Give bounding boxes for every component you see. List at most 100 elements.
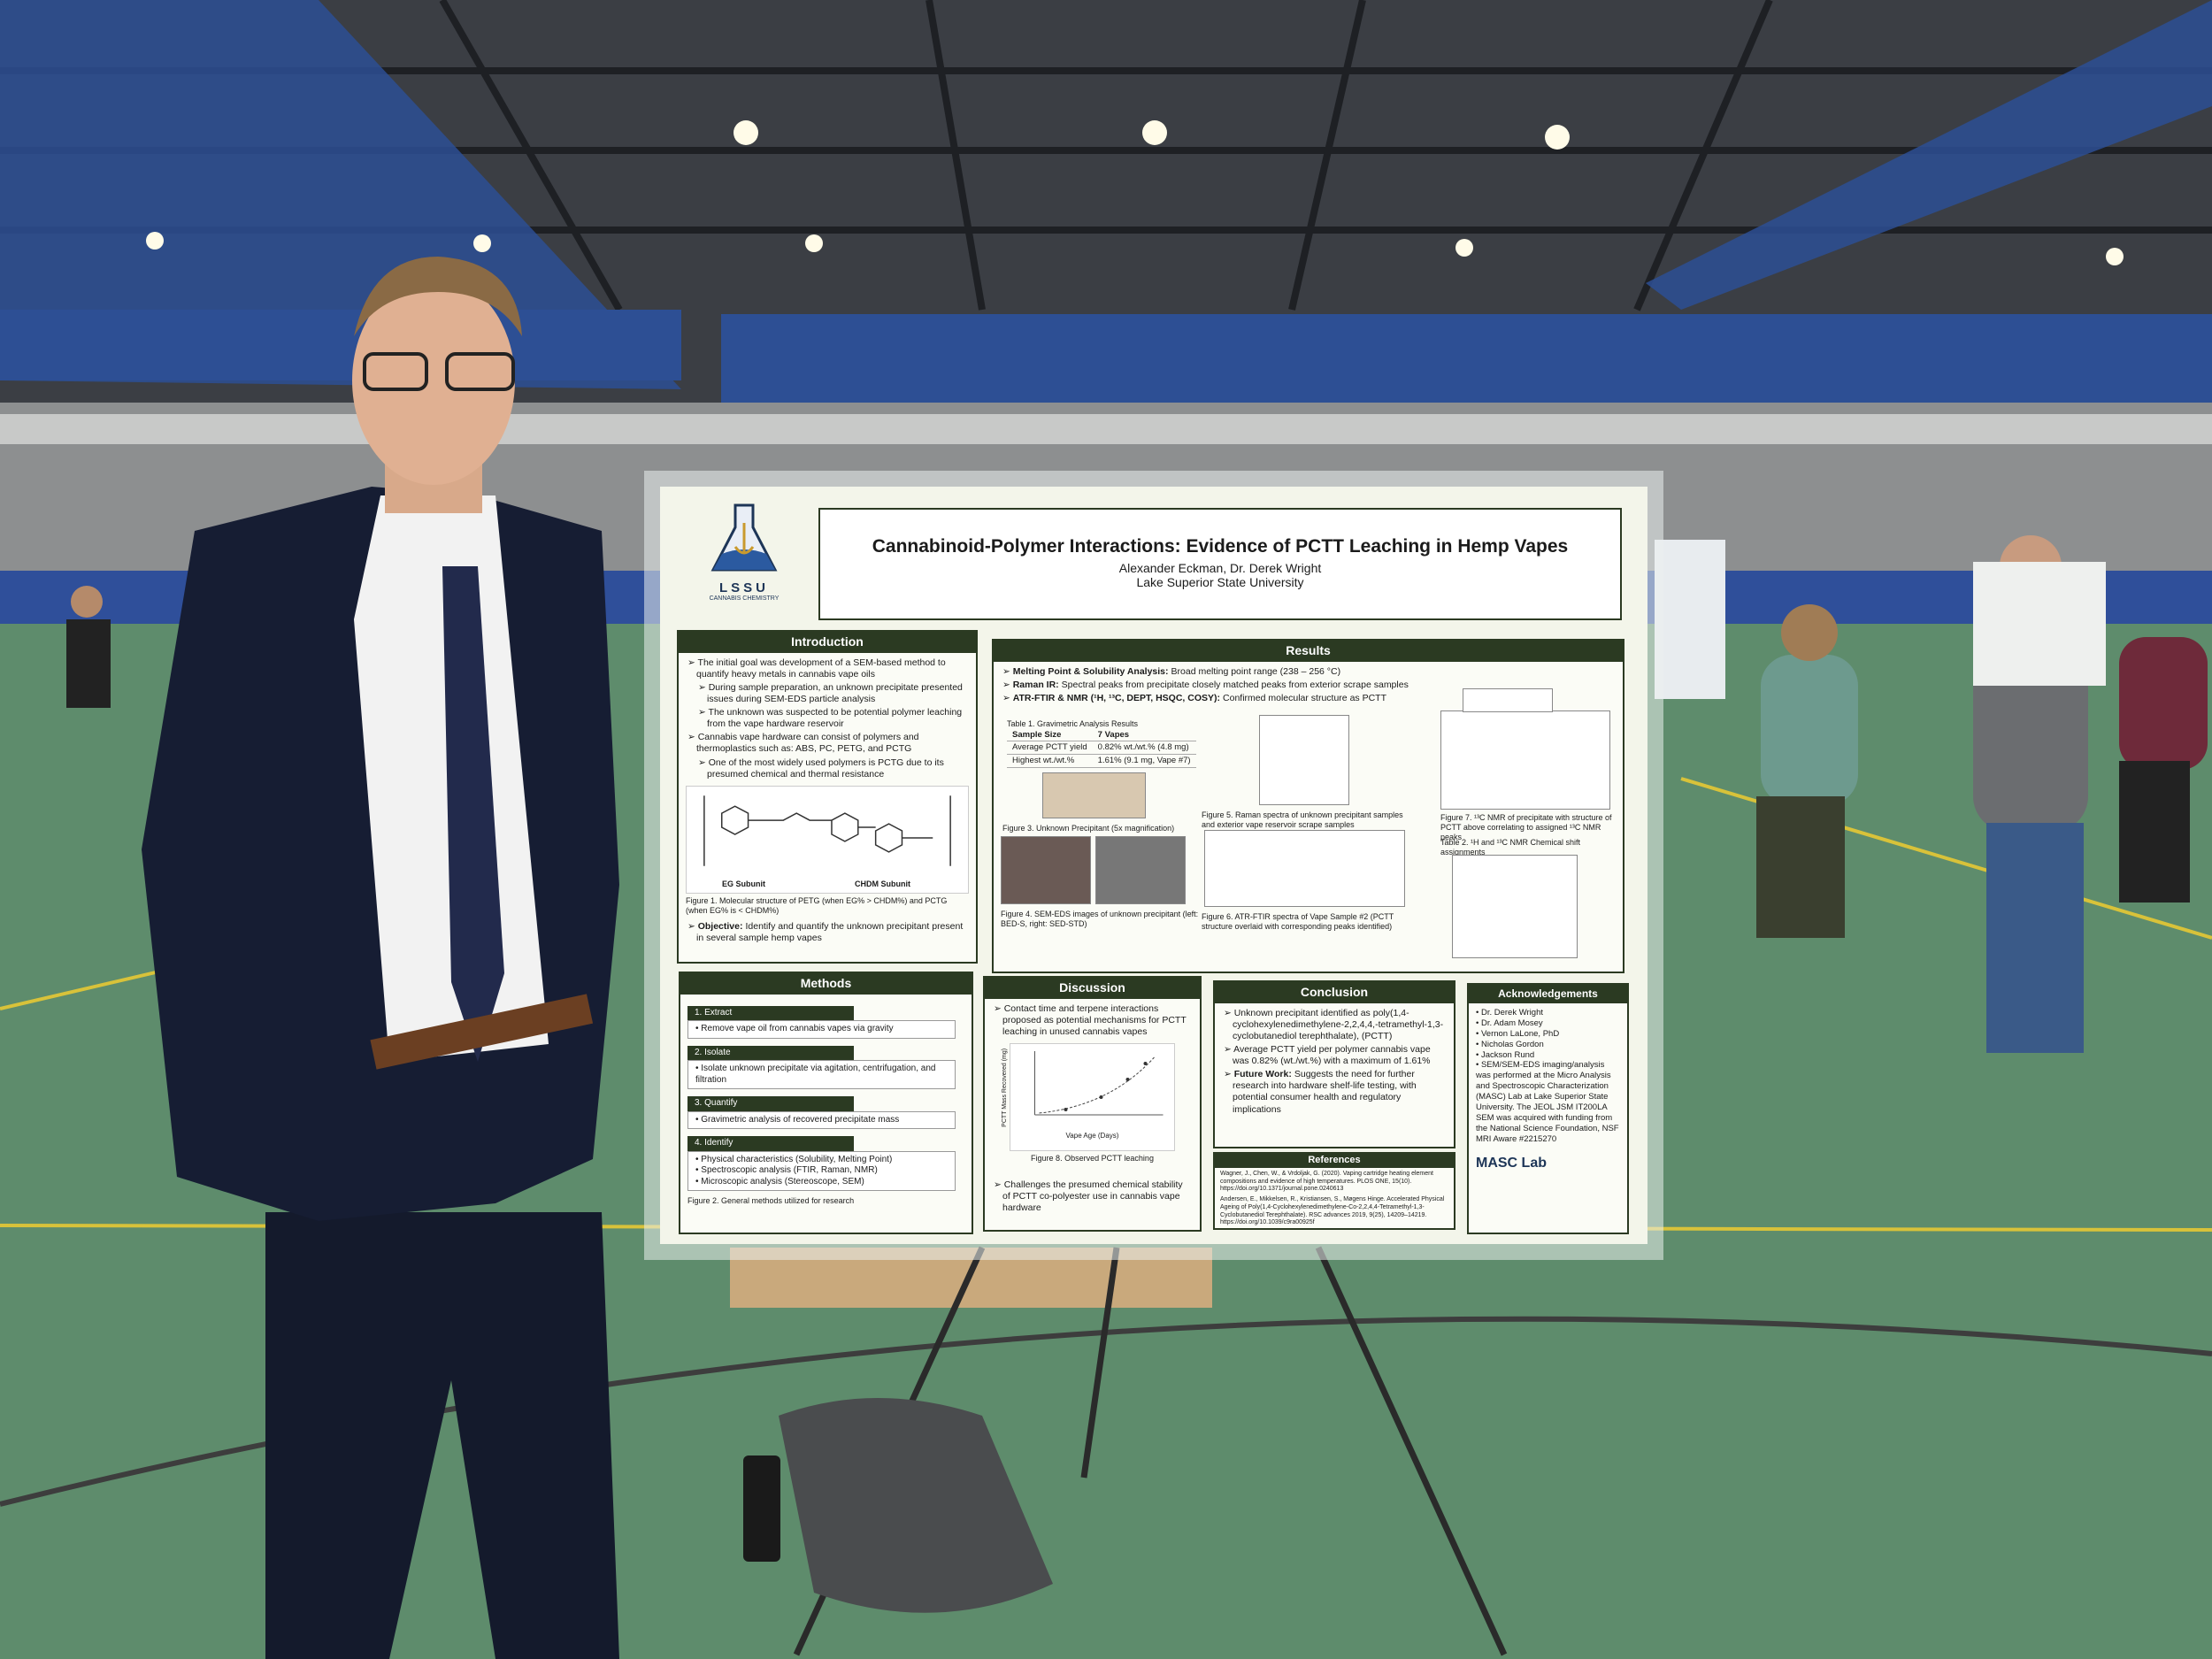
caption: Figure 2. General methods utilized for r…	[687, 1196, 855, 1205]
logo-sub: CANNABIS CHEMISTRY	[709, 595, 780, 602]
bullet-label: ATR-FTIR & NMR (¹H, ¹³C, DEPT, HSQC, COS…	[1012, 692, 1221, 703]
caption: Figure 6. ATR-FTIR spectra of Vape Sampl…	[1202, 911, 1394, 931]
bullet: Cannabis vape hardware can consist of po…	[686, 732, 969, 755]
table-cell: Average PCTT yield	[1007, 741, 1093, 756]
sub-bullet: One of the most widely used polymers is …	[686, 757, 969, 780]
acknowledgement: Nicholas Gordon	[1476, 1040, 1620, 1050]
step-item: Physical characteristics (Solubility, Me…	[695, 1155, 948, 1166]
objective: Objective:Identify and quantify the unkn…	[686, 921, 969, 944]
molecule-drawing	[703, 795, 951, 866]
bullet: Melting Point & Solubility Analysis:Broa…	[1001, 666, 1616, 678]
y-axis-label: PCTT Mass Recovered (mg)	[1002, 1048, 1009, 1127]
section-body: Unknown precipitant identified as poly(1…	[1215, 1003, 1454, 1122]
acknowledgement: Jackson Rund	[1476, 1050, 1620, 1061]
references: References Wagner, J., Chen, W., & Vrdol…	[1213, 1152, 1455, 1230]
section-heading: Introduction	[679, 632, 976, 653]
logo-letters: LSSU	[718, 580, 769, 595]
acknowledgement: Dr. Adam Mosey	[1476, 1018, 1620, 1029]
section-heading: References	[1215, 1154, 1454, 1168]
authors: Alexander Eckman, Dr. Derek Wright	[1118, 561, 1322, 575]
bullet: Future Work:Suggests the need for furthe…	[1222, 1069, 1447, 1116]
table-row: Highest wt./wt.% 1.61% (9.1 mg, Vape #7)	[1007, 754, 1196, 769]
acknowledgement: Vernon LaLone, PhD	[1476, 1029, 1620, 1040]
title-box: Cannabinoid-Polymer Interactions: Eviden…	[818, 508, 1622, 620]
table-row: Average PCTT yield 0.82% wt./wt.% (4.8 mg…	[1007, 741, 1196, 756]
figure-label: EG Subunit	[722, 879, 765, 888]
bullet-label: Melting Point & Solubility Analysis:	[1012, 665, 1169, 677]
caption: Figure 4. SEM-EDS images of unknown prec…	[1001, 909, 1199, 928]
lights	[146, 120, 2124, 265]
objective-label: Objective:	[697, 921, 743, 933]
caption: Table 2. ¹H and ¹³C NMR Chemical shift a…	[1440, 837, 1581, 856]
reference: Andersen, E., Mikkelsen, R., Kristiansen…	[1220, 1196, 1445, 1226]
figure-image	[1204, 829, 1405, 907]
affiliation: Lake Superior State University	[1136, 575, 1304, 589]
sub-bullet: During sample preparation, an unknown pr…	[686, 682, 969, 705]
acknowledgement: SEM/SEM-EDS imaging/analysis was perform…	[1476, 1060, 1620, 1144]
reference: Wagner, J., Chen, W., & Vrdoljak, G. (20…	[1220, 1170, 1433, 1193]
lab-logo: MASC Lab	[1476, 1156, 1547, 1171]
section-heading: Results	[994, 641, 1623, 662]
step-name: 1. Extract	[687, 1005, 855, 1020]
caption: Figure 3. Unknown Precipitant (5x magnif…	[1002, 823, 1175, 833]
sub-bullet: The unknown was suspected to be potentia…	[686, 707, 969, 730]
step-item: Gravimetric analysis of recovered precip…	[695, 1115, 948, 1126]
figure-image	[1259, 714, 1349, 805]
figure-image	[1001, 835, 1091, 904]
leaching-plot	[1034, 1050, 1164, 1116]
banner	[0, 0, 681, 389]
logo: LSSU CANNABIS CHEMISTRY	[698, 501, 790, 620]
bullet-text: Average PCTT yield per polymer cannabis …	[1233, 1043, 1431, 1066]
acknowledgement: Dr. Derek Wright	[1476, 1008, 1620, 1018]
banner	[1646, 0, 2212, 310]
figure-image	[1463, 687, 1553, 712]
section-body: Wagner, J., Chen, W., & Vrdoljak, G. (20…	[1215, 1168, 1454, 1233]
bullet: Challenges the presumed chemical stabili…	[992, 1179, 1193, 1214]
background-people	[66, 535, 2208, 1053]
caption: Figure 8. Observed PCTT leaching	[1031, 1153, 1154, 1163]
section-heading: Discussion	[985, 978, 1200, 999]
results: Results Melting Point & Solubility Analy…	[992, 639, 1624, 973]
x-axis-label: Vape Age (Days)	[1065, 1132, 1119, 1140]
bullet: The initial goal was development of a SE…	[686, 657, 969, 680]
molecule-figure: EG Subunit CHDM Subunit	[686, 785, 969, 894]
section-body: Melting Point & Solubility Analysis:Broa…	[994, 662, 1623, 972]
discussion: Discussion Contact time and terpene inte…	[983, 976, 1202, 1232]
section-heading: Acknowledgements	[1469, 985, 1627, 1003]
step-item: Isolate unknown precipitate via agitatio…	[695, 1064, 948, 1086]
step-body: Isolate unknown precipitate via agitatio…	[687, 1060, 956, 1089]
bullet: Raman IR:Spectral peaks from precipitate…	[1001, 680, 1616, 691]
duct	[0, 414, 2212, 444]
table-cell: 7 Vapes	[1092, 728, 1196, 742]
banner	[0, 310, 681, 380]
poster: LSSU CANNABIS CHEMISTRY Cannabinoid-Poly…	[660, 487, 1647, 1244]
table-cell: 0.82% wt./wt.% (4.8 mg)	[1092, 741, 1196, 756]
bullet: ATR-FTIR & NMR (¹H, ¹³C, DEPT, HSQC, COS…	[1001, 693, 1616, 704]
conclusion: Conclusion Unknown precipitant identifie…	[1213, 980, 1455, 1148]
step-name: 2. Isolate	[687, 1045, 855, 1060]
acknowledgements: Acknowledgements Dr. Derek WrightDr. Ada…	[1467, 983, 1629, 1234]
step-body: Gravimetric analysis of recovered precip…	[687, 1110, 956, 1129]
table-cell: Highest wt./wt.%	[1007, 754, 1093, 769]
bullet-text: Unknown precipitant identified as poly(1…	[1233, 1007, 1444, 1041]
section-body: The initial goal was development of a SE…	[679, 653, 976, 951]
table-cell: 1.61% (9.1 mg, Vape #7)	[1092, 754, 1196, 769]
table-cell: Sample Size	[1007, 728, 1093, 742]
figure-image	[1095, 835, 1186, 904]
bullet-text: Suggests the need for further research i…	[1233, 1069, 1417, 1115]
section-heading: Methods	[680, 973, 972, 995]
flask-icon	[710, 503, 778, 572]
objective-text: Identify and quantify the unknown precip…	[696, 921, 964, 944]
table-row: Sample Size 7 Vapes	[1007, 728, 1196, 742]
bullet: Contact time and terpene interactions pr…	[992, 1003, 1193, 1038]
figure-image	[1452, 854, 1578, 958]
figure-label: CHDM Subunit	[855, 879, 910, 888]
caption: Figure 1. Molecular structure of PETG (w…	[686, 895, 948, 915]
step-name: 3. Quantify	[687, 1096, 855, 1111]
introduction: Introduction The initial goal was develo…	[677, 630, 978, 964]
section-body: Dr. Derek WrightDr. Adam MoseyVernon LaL…	[1469, 1003, 1627, 1177]
section-heading: Conclusion	[1215, 982, 1454, 1003]
bullet-text: Confirmed molecular structure as PCTT	[1223, 692, 1386, 703]
bullet-text: Broad melting point range (238 – 256 °C)	[1171, 665, 1341, 677]
figure-image	[1042, 772, 1146, 818]
